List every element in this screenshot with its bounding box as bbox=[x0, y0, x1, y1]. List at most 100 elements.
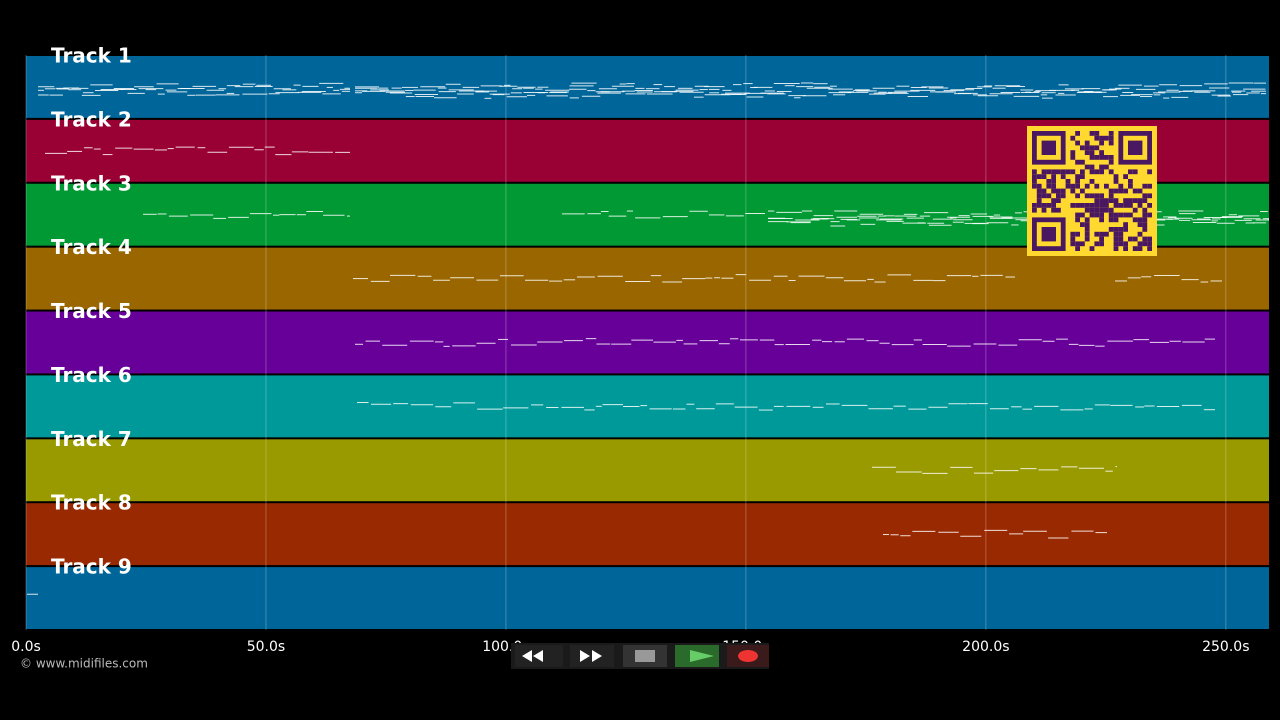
qr-module bbox=[1142, 241, 1148, 247]
qr-module bbox=[1080, 203, 1085, 208]
qr-module bbox=[1108, 212, 1114, 218]
rewind-button[interactable] bbox=[515, 645, 563, 667]
qr-module bbox=[1147, 241, 1152, 247]
record-button[interactable] bbox=[727, 645, 769, 667]
qr-module bbox=[1137, 198, 1143, 203]
qr-module bbox=[1089, 203, 1095, 208]
qr-module bbox=[1113, 203, 1119, 208]
qr-module bbox=[1089, 193, 1095, 199]
qr-module bbox=[1118, 227, 1124, 232]
qr-module bbox=[1142, 227, 1148, 232]
tick-label: 50.0s bbox=[247, 639, 285, 655]
qr-module bbox=[1051, 179, 1056, 184]
qr-module bbox=[1118, 183, 1124, 189]
qr-module bbox=[1147, 193, 1152, 199]
qr-module bbox=[1108, 207, 1114, 213]
qr-module bbox=[1070, 188, 1076, 194]
qr-module bbox=[1113, 174, 1119, 179]
qr-module bbox=[1147, 236, 1152, 242]
qr-module bbox=[1075, 241, 1080, 247]
qr-module bbox=[1118, 241, 1124, 247]
qr-module bbox=[1084, 227, 1090, 232]
qr-module bbox=[1113, 217, 1119, 223]
qr-module bbox=[1104, 164, 1109, 170]
forward-button[interactable] bbox=[570, 645, 614, 667]
qr-module bbox=[1060, 193, 1066, 199]
qr-module bbox=[1036, 203, 1042, 208]
qr-module bbox=[1137, 241, 1143, 247]
track-lane bbox=[26, 439, 1269, 502]
qr-module bbox=[1094, 135, 1100, 141]
qr-module bbox=[1084, 222, 1090, 227]
qr-module bbox=[1070, 236, 1076, 242]
qr-module bbox=[1099, 236, 1104, 242]
qr-module bbox=[1036, 198, 1042, 203]
qr-module bbox=[1099, 241, 1104, 247]
qr-module bbox=[1099, 140, 1104, 146]
qr-module bbox=[1113, 198, 1119, 203]
qr-module bbox=[1099, 135, 1104, 141]
tick-label: 250.0s bbox=[1202, 639, 1249, 655]
qr-module bbox=[1104, 155, 1109, 160]
qr-module bbox=[1132, 217, 1138, 223]
qr-module bbox=[1084, 164, 1090, 170]
qr-finder bbox=[1041, 227, 1056, 242]
qr-module bbox=[1108, 193, 1114, 199]
qr-module bbox=[1032, 203, 1037, 208]
qr-module bbox=[1123, 246, 1128, 251]
qr-module bbox=[1075, 246, 1080, 251]
qr-module bbox=[1060, 169, 1066, 175]
qr-module bbox=[1123, 241, 1128, 247]
qr-module bbox=[1094, 145, 1100, 151]
qr-module bbox=[1080, 169, 1085, 175]
track-lane bbox=[26, 56, 1269, 118]
qr-module bbox=[1036, 183, 1042, 189]
track-label: Track 3 bbox=[51, 171, 132, 195]
qr-module bbox=[1099, 155, 1104, 160]
qr-module bbox=[1128, 179, 1133, 184]
qr-module bbox=[1132, 169, 1138, 175]
qr-module bbox=[1128, 203, 1133, 208]
tick-label: 200.0s bbox=[962, 639, 1009, 655]
qr-module bbox=[1065, 179, 1071, 184]
track-lane bbox=[26, 247, 1269, 310]
qr-module bbox=[1108, 198, 1114, 203]
qr-module bbox=[1123, 174, 1128, 179]
qr-module bbox=[1080, 145, 1085, 151]
qr-module bbox=[1036, 188, 1042, 194]
qr-module bbox=[1108, 131, 1114, 136]
qr-module bbox=[1113, 241, 1119, 247]
track-label: Track 9 bbox=[51, 555, 132, 579]
qr-module bbox=[1132, 236, 1138, 242]
qr-module bbox=[1070, 150, 1076, 155]
qr-module bbox=[1137, 246, 1143, 251]
qr-module bbox=[1056, 169, 1061, 175]
qr-module bbox=[1099, 231, 1104, 237]
qr-module bbox=[1099, 169, 1104, 175]
qr-module bbox=[1108, 188, 1114, 194]
play-icon bbox=[690, 650, 714, 662]
qr-module bbox=[1075, 140, 1080, 146]
qr-module bbox=[1056, 188, 1061, 194]
qr-module bbox=[1142, 236, 1148, 242]
qr-module bbox=[1065, 169, 1071, 175]
qr-module bbox=[1104, 183, 1109, 189]
qr-module bbox=[1084, 140, 1090, 146]
qr-module bbox=[1089, 164, 1095, 170]
play-button[interactable] bbox=[675, 645, 719, 667]
stop-button[interactable] bbox=[623, 645, 667, 667]
qr-module bbox=[1051, 188, 1056, 194]
qr-module bbox=[1075, 193, 1080, 199]
qr-module bbox=[1070, 155, 1076, 160]
qr-module bbox=[1046, 179, 1052, 184]
qr-module bbox=[1032, 207, 1037, 213]
qr-module bbox=[1123, 188, 1128, 194]
qr-module bbox=[1104, 135, 1109, 141]
qr-module bbox=[1147, 169, 1152, 175]
track-label: Track 1 bbox=[51, 44, 132, 68]
qr-module bbox=[1032, 169, 1037, 175]
qr-module bbox=[1099, 212, 1104, 218]
qr-module bbox=[1084, 203, 1090, 208]
qr-module bbox=[1099, 150, 1104, 155]
